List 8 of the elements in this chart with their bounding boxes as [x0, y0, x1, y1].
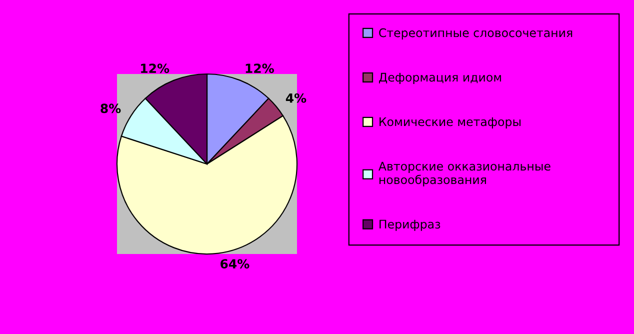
legend-label: Авторские окказиональные новообразования [378, 162, 550, 186]
data-label: 12% [246, 64, 274, 74]
legend-label: Стереотипные словосочетания [379, 28, 572, 40]
legend-label: Комические метафоры [380, 117, 521, 128]
legend-label: Перифраз [380, 220, 440, 231]
legend-label: Деформация идиом [379, 72, 501, 84]
data-label: 64% [220, 259, 250, 269]
data-label: 12% [141, 64, 170, 74]
